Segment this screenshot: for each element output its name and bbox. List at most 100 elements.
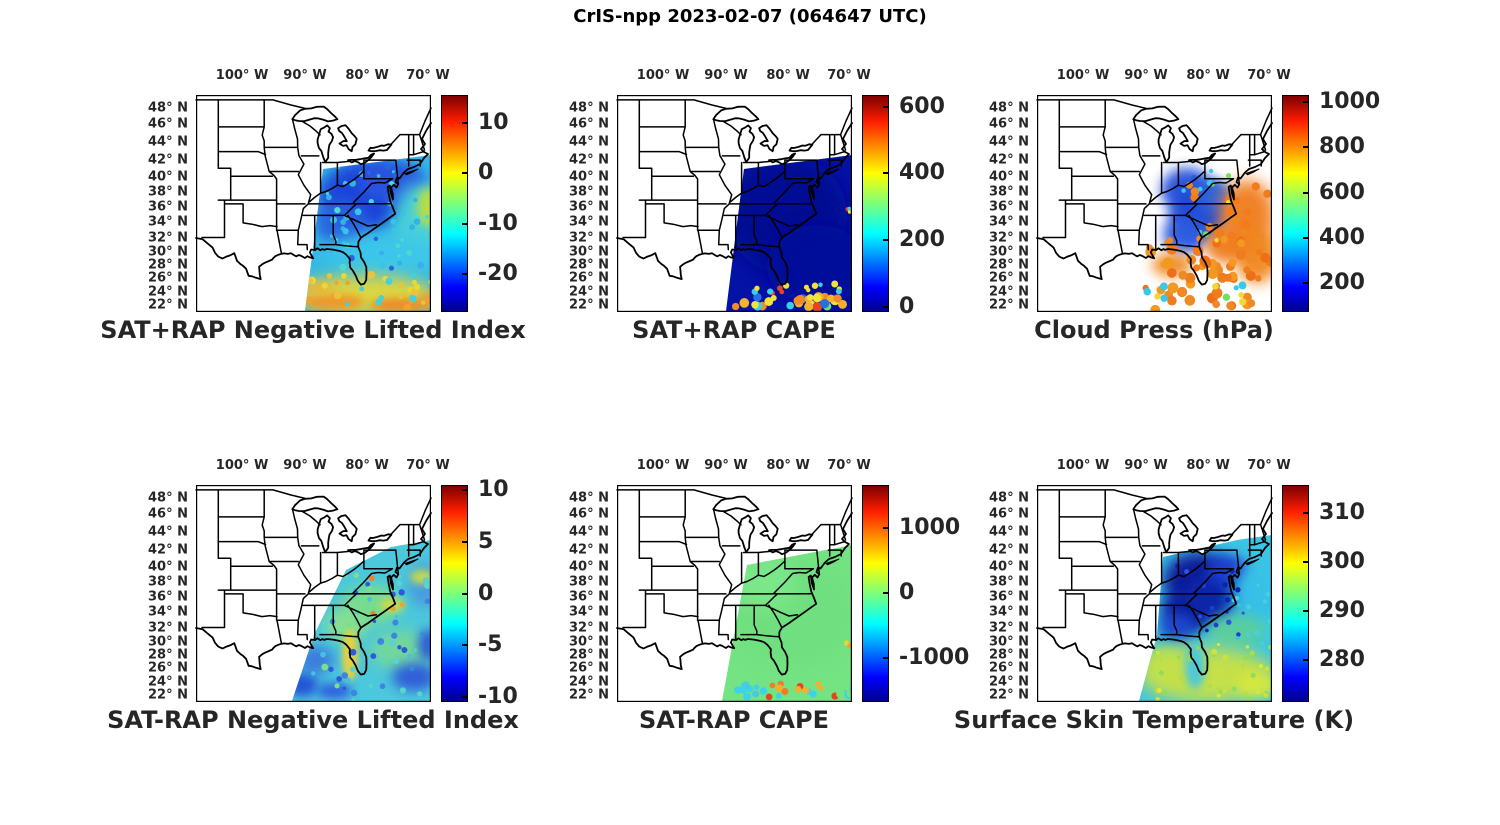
colorbar-tick-label: 310 (1319, 500, 1365, 526)
colorbar-tick-label: 600 (1319, 179, 1365, 205)
map-surface-skin-temperature (1036, 485, 1273, 703)
lon-tick-label: 80° W (766, 458, 810, 473)
colorbar-tick-mark (1303, 561, 1308, 564)
lon-tick-label: 90° W (283, 458, 327, 473)
lat-tick-label: 46° N (569, 116, 609, 132)
lat-tick-label: 36° N (148, 589, 188, 605)
colorbar-tick-label: 1000 (899, 514, 961, 540)
lat-tick-label: 40° N (148, 559, 188, 575)
lat-tick-label: 22° N (569, 297, 609, 313)
lat-tick-label: 32° N (148, 620, 188, 636)
colorbar-tick-label: -1000 (899, 644, 970, 670)
lat-tick-label: 38° N (148, 574, 188, 590)
lat-tick-label: 26° N (148, 660, 188, 676)
lat-tick-label: 38° N (148, 184, 188, 200)
lat-tick-label: 34° N (569, 214, 609, 230)
lat-tick-label: 22° N (148, 687, 188, 703)
lat-tick-label: 44° N (569, 134, 609, 150)
colorbar-tick-mark (883, 172, 888, 175)
lat-tick-label: 36° N (148, 199, 188, 215)
lat-tick-label: 48° N (989, 100, 1029, 116)
colorbar-tick-mark (1303, 512, 1308, 515)
panel-surface-skin-temperature: 100° W 90° W 80° W 70° W 48° N 46° N 44° N 42°… (954, 458, 1365, 734)
colorbar: 1000 800 600 400 200 (1282, 90, 1380, 312)
lat-tick-label: 32° N (569, 230, 609, 246)
lat-tick-label: 46° N (148, 116, 188, 132)
lon-tick-label: 70° W (827, 68, 871, 83)
lon-tick-label: 90° W (704, 68, 748, 83)
lat-tick-label: 44° N (148, 134, 188, 150)
lat-tick-label: 34° N (148, 604, 188, 620)
colorbar-tick-mark (462, 273, 467, 276)
colorbar-tick-mark (462, 489, 467, 492)
colorbar-tick-label: -10 (478, 210, 518, 236)
map-sat-plus-rap-negative-lifted-index (195, 95, 432, 313)
colorbar: 1000 0 -1000 (862, 485, 969, 702)
lat-tick-label: 26° N (569, 270, 609, 286)
lat-tick-label: 36° N (569, 589, 609, 605)
lat-tick-label: 26° N (569, 660, 609, 676)
lat-tick-label: 42° N (989, 542, 1029, 558)
lat-tick-label: 40° N (989, 169, 1029, 185)
lat-tick-label: 30° N (989, 244, 1029, 260)
colorbar: 310 300 290 280 (1282, 485, 1365, 702)
lat-tick-label: 46° N (148, 506, 188, 522)
colorbar-tick-mark (1303, 237, 1308, 239)
panel-title: SAT-RAP CAPE (639, 706, 829, 734)
lat-tick-label: 38° N (989, 574, 1029, 590)
lat-tick-label: 24° N (148, 674, 188, 690)
lat-tick-label: 36° N (989, 589, 1029, 605)
lat-tick-label: 44° N (569, 524, 609, 540)
colorbar-tick-mark (462, 172, 467, 175)
colorbar-tick-label: 400 (899, 160, 945, 186)
colorbar-gradient (441, 95, 468, 312)
colorbar-tick-mark (462, 695, 467, 698)
lon-tick-label: 90° W (1124, 68, 1168, 83)
lat-tick-label: 28° N (148, 257, 188, 273)
colorbar: 10 5 0 -5 -10 (441, 479, 518, 707)
lat-tick-label: 30° N (148, 634, 188, 650)
lat-tick-label: 48° N (569, 100, 609, 116)
lat-tick-label: 38° N (569, 574, 609, 590)
lon-tick-label: 100° W (215, 458, 269, 473)
data-swath (1142, 168, 1272, 312)
lat-tick-label: 32° N (569, 620, 609, 636)
panel-sat-plus-rap-negative-lifted-index: 100° W 90° W 80° W 70° W 48° N 46° N 44° N 42°… (100, 68, 525, 344)
colorbar-tick-label: 200 (1319, 270, 1365, 296)
lon-tick-label: 100° W (215, 68, 269, 83)
colorbar-tick-label: 800 (1319, 134, 1365, 160)
colorbar-tick-mark (883, 105, 888, 108)
lat-tick-label: 48° N (148, 490, 188, 506)
colorbar-tick-mark (883, 305, 888, 308)
colorbar-tick-label: 0 (478, 160, 494, 186)
colorbar-tick-label: -20 (478, 261, 518, 287)
colorbar-gradient (1282, 95, 1309, 312)
colorbar-tick-mark (462, 644, 467, 647)
colorbar-tick-label: 0 (478, 580, 494, 606)
colorbar-tick-mark (883, 591, 888, 594)
lat-tick-label: 26° N (148, 270, 188, 286)
lat-tick-label: 44° N (989, 134, 1029, 150)
colorbar-gradient (1282, 485, 1309, 702)
lat-tick-label: 34° N (148, 214, 188, 230)
lat-tick-label: 46° N (569, 506, 609, 522)
colorbar-tick-label: 290 (1319, 598, 1365, 624)
lat-tick-label: 30° N (569, 244, 609, 260)
lat-tick-label: 40° N (148, 169, 188, 185)
map-cloud-press (1036, 95, 1273, 313)
lon-tick-label: 70° W (827, 458, 871, 473)
lat-tick-label: 48° N (569, 490, 609, 506)
colorbar: 10 0 -10 -20 (441, 95, 518, 312)
lat-tick-label: 24° N (148, 284, 188, 300)
lat-tick-label: 44° N (148, 524, 188, 540)
panel-sat-plus-rap-cape: 100° W 90° W 80° W 70° W 48° N 46° N 44° N 42°… (569, 68, 945, 344)
colorbar-tick-label: 10 (478, 109, 509, 135)
panel-cloud-press: 100° W 90° W 80° W 70° W 48° N 46° N 44° N 42°… (989, 68, 1380, 344)
lon-tick-label: 90° W (704, 458, 748, 473)
lon-tick-label: 70° W (406, 458, 450, 473)
lat-tick-label: 30° N (148, 244, 188, 260)
colorbar-tick-mark (1303, 658, 1308, 661)
lat-tick-label: 24° N (569, 284, 609, 300)
lon-tick-label: 80° W (766, 68, 810, 83)
